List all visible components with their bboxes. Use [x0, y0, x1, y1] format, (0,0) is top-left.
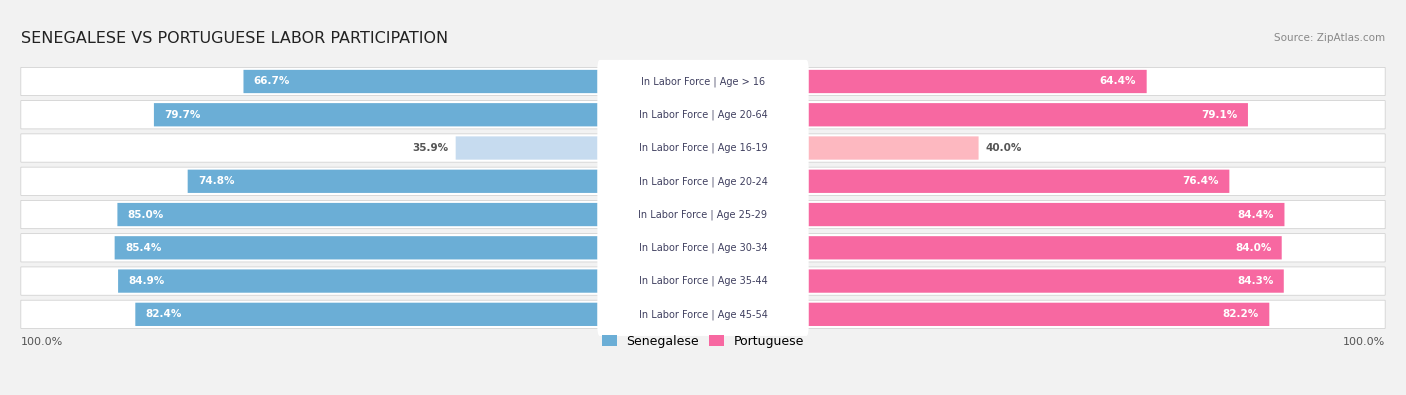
- FancyBboxPatch shape: [456, 136, 703, 160]
- FancyBboxPatch shape: [598, 60, 808, 103]
- FancyBboxPatch shape: [243, 70, 703, 93]
- FancyBboxPatch shape: [118, 203, 703, 226]
- FancyBboxPatch shape: [21, 300, 1385, 329]
- FancyBboxPatch shape: [598, 193, 808, 236]
- Text: In Labor Force | Age 30-34: In Labor Force | Age 30-34: [638, 243, 768, 253]
- Text: 76.4%: 76.4%: [1182, 176, 1219, 186]
- FancyBboxPatch shape: [703, 269, 1284, 293]
- Text: 79.7%: 79.7%: [165, 110, 201, 120]
- FancyBboxPatch shape: [21, 200, 1385, 229]
- Text: 74.8%: 74.8%: [198, 176, 235, 186]
- Text: 84.3%: 84.3%: [1237, 276, 1274, 286]
- FancyBboxPatch shape: [598, 160, 808, 203]
- Text: 66.7%: 66.7%: [254, 77, 290, 87]
- Text: In Labor Force | Age 45-54: In Labor Force | Age 45-54: [638, 309, 768, 320]
- FancyBboxPatch shape: [703, 303, 1270, 326]
- Legend: Senegalese, Portuguese: Senegalese, Portuguese: [602, 335, 804, 348]
- Text: 84.4%: 84.4%: [1237, 209, 1274, 220]
- Text: 84.9%: 84.9%: [128, 276, 165, 286]
- FancyBboxPatch shape: [703, 70, 1147, 93]
- Text: 100.0%: 100.0%: [1343, 337, 1385, 347]
- FancyBboxPatch shape: [118, 269, 703, 293]
- FancyBboxPatch shape: [598, 226, 808, 269]
- Text: 85.4%: 85.4%: [125, 243, 162, 253]
- Text: In Labor Force | Age 16-19: In Labor Force | Age 16-19: [638, 143, 768, 153]
- Text: SENEGALESE VS PORTUGUESE LABOR PARTICIPATION: SENEGALESE VS PORTUGUESE LABOR PARTICIPA…: [21, 31, 449, 46]
- Text: In Labor Force | Age 35-44: In Labor Force | Age 35-44: [638, 276, 768, 286]
- Text: 85.0%: 85.0%: [128, 209, 165, 220]
- FancyBboxPatch shape: [598, 293, 808, 336]
- Text: Source: ZipAtlas.com: Source: ZipAtlas.com: [1274, 33, 1385, 43]
- FancyBboxPatch shape: [21, 68, 1385, 96]
- FancyBboxPatch shape: [21, 167, 1385, 196]
- Text: 82.4%: 82.4%: [146, 309, 181, 319]
- Text: In Labor Force | Age 20-24: In Labor Force | Age 20-24: [638, 176, 768, 186]
- FancyBboxPatch shape: [703, 236, 1282, 260]
- FancyBboxPatch shape: [703, 103, 1249, 126]
- FancyBboxPatch shape: [21, 267, 1385, 295]
- Text: In Labor Force | Age 25-29: In Labor Force | Age 25-29: [638, 209, 768, 220]
- Text: 79.1%: 79.1%: [1201, 110, 1237, 120]
- Text: 35.9%: 35.9%: [412, 143, 449, 153]
- Text: In Labor Force | Age > 16: In Labor Force | Age > 16: [641, 76, 765, 87]
- FancyBboxPatch shape: [21, 234, 1385, 262]
- FancyBboxPatch shape: [21, 101, 1385, 129]
- FancyBboxPatch shape: [187, 169, 703, 193]
- FancyBboxPatch shape: [598, 126, 808, 169]
- Text: 40.0%: 40.0%: [986, 143, 1022, 153]
- FancyBboxPatch shape: [598, 93, 808, 136]
- FancyBboxPatch shape: [598, 260, 808, 303]
- Text: 64.4%: 64.4%: [1099, 77, 1136, 87]
- Text: In Labor Force | Age 20-64: In Labor Force | Age 20-64: [638, 109, 768, 120]
- FancyBboxPatch shape: [703, 203, 1285, 226]
- Text: 100.0%: 100.0%: [21, 337, 63, 347]
- Text: 84.0%: 84.0%: [1234, 243, 1271, 253]
- FancyBboxPatch shape: [703, 169, 1229, 193]
- FancyBboxPatch shape: [21, 134, 1385, 162]
- Text: 82.2%: 82.2%: [1223, 309, 1258, 319]
- FancyBboxPatch shape: [135, 303, 703, 326]
- FancyBboxPatch shape: [703, 136, 979, 160]
- FancyBboxPatch shape: [153, 103, 703, 126]
- FancyBboxPatch shape: [115, 236, 703, 260]
